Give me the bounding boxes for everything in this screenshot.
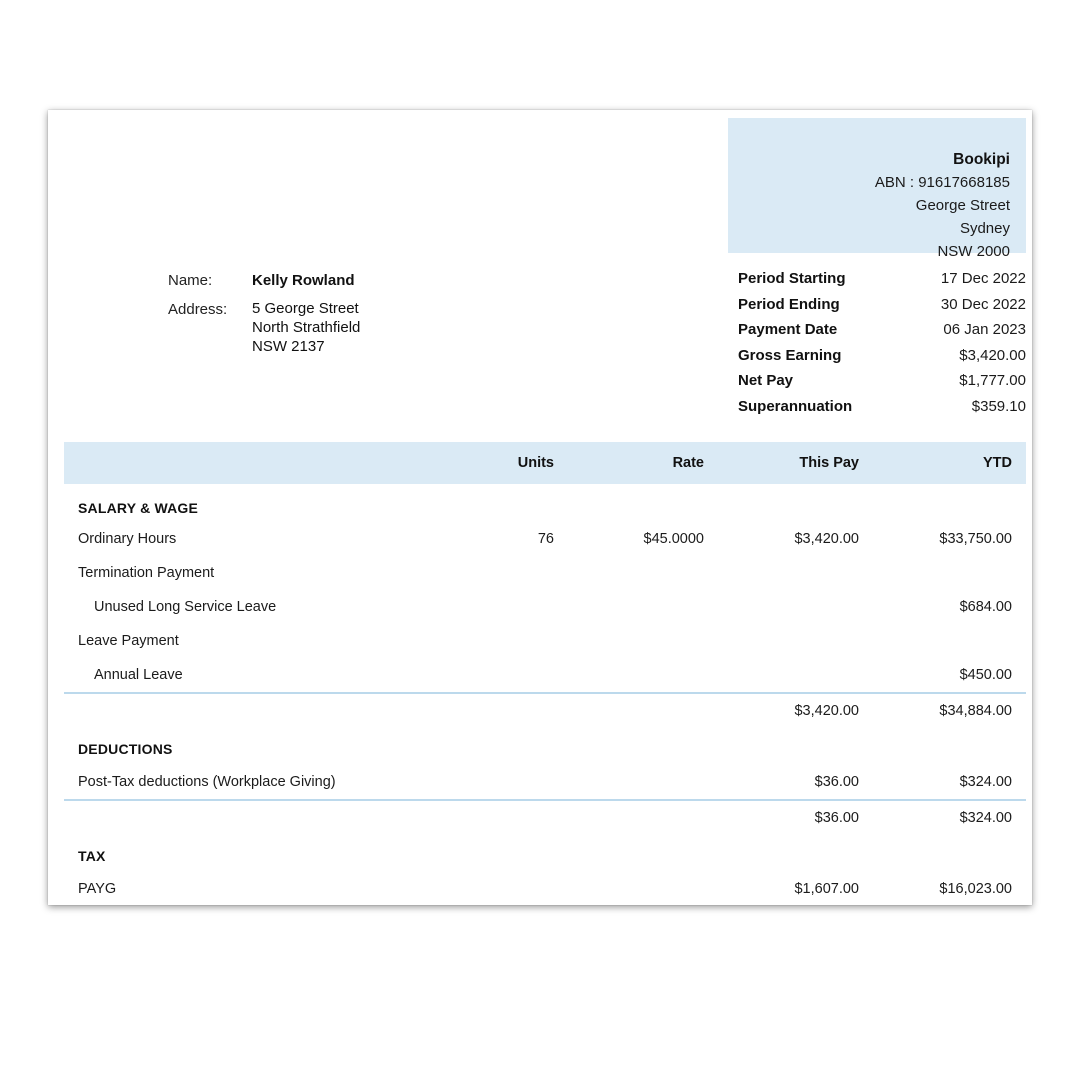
row-this-pay: $1,607.00 — [794, 881, 859, 897]
table-header-rate: Rate — [672, 455, 704, 471]
table-row: Ordinary Hours 76 $45.0000 $3,420.00 $33… — [64, 522, 1026, 556]
section-divider — [64, 692, 1026, 694]
row-description: Annual Leave — [94, 667, 183, 683]
row-this-pay: $36.00 — [814, 774, 859, 790]
employee-address-label: Address: — [168, 301, 228, 318]
summary-value: $3,420.00 — [959, 346, 1026, 364]
table-header-ytd: YTD — [983, 455, 1012, 471]
row-description: Unused Long Service Leave — [94, 599, 277, 615]
row-units: 76 — [537, 531, 554, 547]
summary-label: Period Starting — [738, 270, 846, 287]
subtotal-ytd: $324.00 — [959, 809, 1012, 826]
employee-address-value: 5 George Street North Strathfield NSW 21… — [252, 299, 360, 356]
section-heading-salary-wage: SALARY & WAGE — [64, 484, 1026, 522]
pay-summary: Period Starting 17 Dec 2022 Period Endin… — [738, 270, 1026, 424]
summary-row-gross-earning: Gross Earning $3,420.00 — [738, 347, 1026, 373]
table-header-this-pay: This Pay — [799, 455, 859, 471]
summary-value: $1,777.00 — [959, 372, 1026, 390]
summary-label: Payment Date — [738, 321, 838, 339]
summary-row-payment-date: Payment Date 06 Jan 2023 — [738, 321, 1026, 347]
summary-row-superannuation: Superannuation $359.10 — [738, 398, 1026, 424]
salary-subtotal-row: $3,420.00 $34,884.00 — [64, 694, 1026, 727]
employee-name-row: Name: Kelly Rowland — [168, 270, 588, 292]
row-ytd: $684.00 — [959, 599, 1012, 615]
company-name: Bookipi — [953, 151, 1010, 168]
summary-value: 17 Dec 2022 — [940, 270, 1026, 287]
company-abn: ABN : 91617668185 — [874, 174, 1010, 191]
summary-value: $359.10 — [971, 397, 1026, 415]
row-this-pay: $3,420.00 — [794, 531, 859, 547]
section-title: TAX — [78, 848, 106, 864]
company-city: Sydney — [959, 220, 1010, 237]
summary-value: 30 Dec 2022 — [940, 295, 1026, 313]
section-heading-deductions: DEDUCTIONS — [64, 727, 1026, 765]
table-row: Termination Payment — [64, 556, 1026, 590]
row-description: PAYG — [78, 881, 117, 897]
employee-name-value: Kelly Rowland — [252, 272, 355, 289]
summary-row-period-starting: Period Starting 17 Dec 2022 — [738, 270, 1026, 296]
summary-row-period-ending: Period Ending 30 Dec 2022 — [738, 296, 1026, 322]
company-street: George Street — [915, 197, 1010, 214]
summary-value: 06 Jan 2023 — [943, 321, 1026, 339]
section-title: SALARY & WAGE — [78, 500, 199, 516]
row-ytd: $324.00 — [959, 774, 1012, 790]
table-header-row: Units Rate This Pay YTD — [64, 442, 1026, 484]
subtotal-ytd: $34,884.00 — [939, 702, 1012, 719]
employee-name-label: Name: — [168, 272, 213, 289]
employee-address-line-2: North Strathfield — [252, 319, 361, 336]
subtotal-this-pay: $3,420.00 — [794, 702, 859, 719]
deductions-subtotal-row: $36.00 $324.00 — [64, 801, 1026, 834]
table-header-units: Units — [517, 455, 554, 471]
row-description: Ordinary Hours — [78, 531, 177, 547]
row-rate: $45.0000 — [643, 531, 704, 547]
row-description: Leave Payment — [78, 633, 179, 649]
pay-table: Units Rate This Pay YTD SALARY & WAGE Or… — [64, 442, 1026, 905]
table-row: Leave Payment — [64, 624, 1026, 658]
table-row: Post-Tax deductions (Workplace Giving) $… — [64, 765, 1026, 799]
employee-details: Name: Kelly Rowland Address: 5 George St… — [168, 270, 588, 363]
subtotal-this-pay: $36.00 — [814, 809, 859, 826]
summary-label: Gross Earning — [738, 346, 842, 364]
table-row: PAYG $1,607.00 $16,023.00 — [64, 872, 1026, 905]
table-row: Annual Leave $450.00 — [64, 658, 1026, 692]
section-title: DEDUCTIONS — [78, 741, 173, 757]
company-state-postcode: NSW 2000 — [937, 243, 1010, 260]
employee-address-line-1: 5 George Street — [252, 300, 359, 317]
summary-label: Superannuation — [738, 397, 853, 415]
row-description: Post-Tax deductions (Workplace Giving) — [78, 774, 336, 790]
section-heading-tax: TAX — [64, 834, 1026, 872]
table-row: Unused Long Service Leave $684.00 — [64, 590, 1026, 624]
employee-address-row: Address: 5 George Street North Strathfie… — [168, 299, 588, 356]
row-ytd: $450.00 — [959, 667, 1012, 683]
summary-label: Net Pay — [738, 372, 794, 390]
row-ytd: $33,750.00 — [939, 531, 1012, 547]
summary-label: Period Ending — [738, 295, 840, 313]
company-header-block: Bookipi ABN : 91617668185 George Street … — [728, 118, 1026, 260]
payslip-document: Bookipi ABN : 91617668185 George Street … — [48, 110, 1032, 905]
section-divider — [64, 799, 1026, 801]
employee-address-line-3: NSW 2137 — [252, 338, 325, 355]
row-ytd: $16,023.00 — [939, 881, 1012, 897]
summary-row-net-pay: Net Pay $1,777.00 — [738, 372, 1026, 398]
row-description: Termination Payment — [78, 565, 215, 581]
